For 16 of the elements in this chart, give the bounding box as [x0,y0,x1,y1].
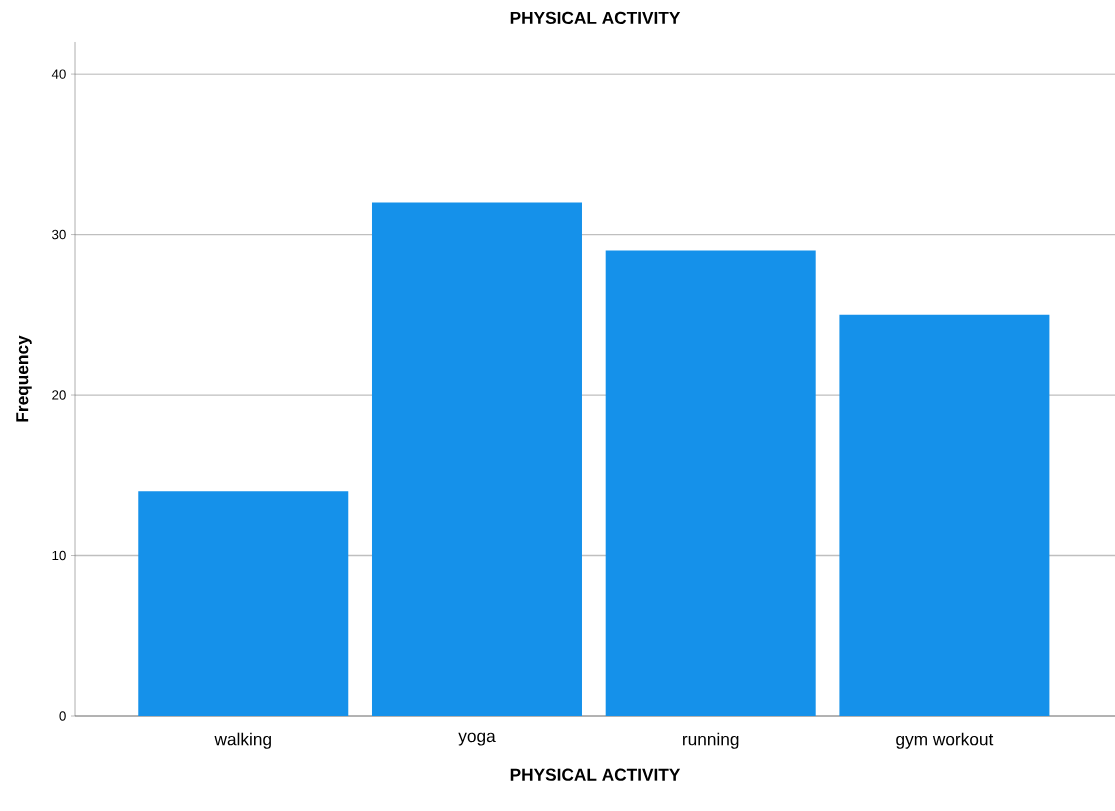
bar [138,491,349,716]
y-tick-label: 10 [52,550,66,561]
y-tick-label: 30 [52,229,66,240]
x-tick-label: yoga [458,732,496,746]
bar [371,202,582,716]
x-tick-label: running [683,732,739,749]
x-axis-title: PHYSICAL ACTIVITY [510,768,681,781]
x-tick-label: gym workout [896,732,994,749]
bar [605,250,816,716]
y-axis-title: Frequency [16,335,32,422]
y-tick-label: 40 [51,69,66,79]
y-tick-label: 20 [52,390,66,400]
bar [839,314,1050,716]
chart-title: PHYSICAL ACTIVITY [510,11,681,24]
y-tick-label: 0 [59,711,66,721]
x-tick-label: walking [214,732,271,749]
